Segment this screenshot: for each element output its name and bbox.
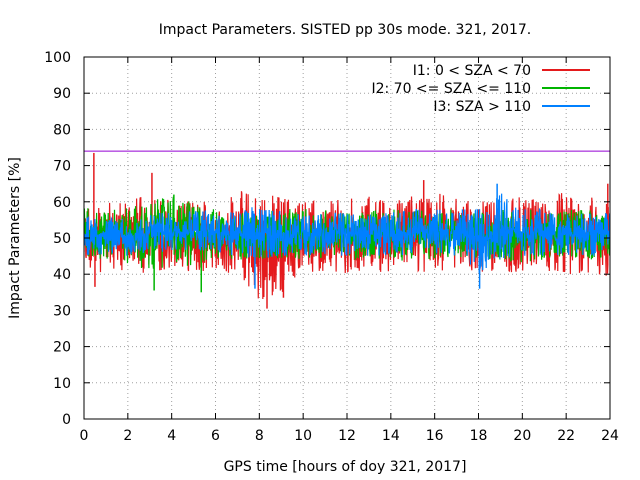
y-tick-label: 50 — [53, 231, 71, 247]
x-tick-label: 12 — [338, 428, 356, 444]
x-tick-label: 16 — [426, 428, 444, 444]
y-tick-label: 100 — [44, 50, 71, 66]
legend: I1: 0 < SZA < 70 I2: 70 <= SZA <= 110 I3: … — [371, 63, 590, 115]
y-tick-label: 0 — [62, 412, 71, 428]
y-tick-label: 10 — [53, 376, 71, 392]
x-tick-label: 0 — [80, 428, 89, 444]
legend-label-1: I1: 0 < SZA < 70 — [413, 63, 531, 79]
data-area — [84, 152, 610, 309]
x-tick-label: 2 — [123, 428, 132, 444]
x-tick-label: 10 — [294, 428, 312, 444]
y-tick-label: 80 — [53, 122, 71, 138]
series-line-3 — [84, 193, 610, 274]
y-tick-label: 30 — [53, 303, 71, 319]
x-tick-label: 14 — [382, 428, 400, 444]
y-tick-label: 90 — [53, 86, 71, 102]
legend-label-3: I3: SZA > 110 — [433, 99, 531, 115]
y-axis-title: Impact Parameters [%] — [7, 157, 23, 319]
x-axis-title: GPS time [hours of doy 321, 2017] — [224, 459, 467, 475]
y-tick-label: 60 — [53, 195, 71, 211]
chart-title: Impact Parameters. SISTED pp 30s mode. 3… — [159, 22, 532, 38]
x-tick-label: 22 — [557, 428, 575, 444]
x-tick-label: 24 — [601, 428, 619, 444]
x-tick-label: 8 — [255, 428, 264, 444]
axes: 0 2 4 6 8 10 12 14 16 18 20 22 240102030405060708090… — [44, 50, 619, 444]
x-tick-label: 4 — [167, 428, 176, 444]
y-tick-label: 20 — [53, 340, 71, 356]
x-tick-label: 6 — [211, 428, 220, 444]
x-tick-label: 20 — [513, 428, 531, 444]
y-tick-label: 70 — [53, 159, 71, 175]
x-tick-label: 18 — [470, 428, 488, 444]
y-tick-label: 40 — [53, 267, 71, 283]
legend-label-2: I2: 70 <= SZA <= 110 — [371, 81, 531, 97]
series-3-group — [84, 183, 610, 289]
